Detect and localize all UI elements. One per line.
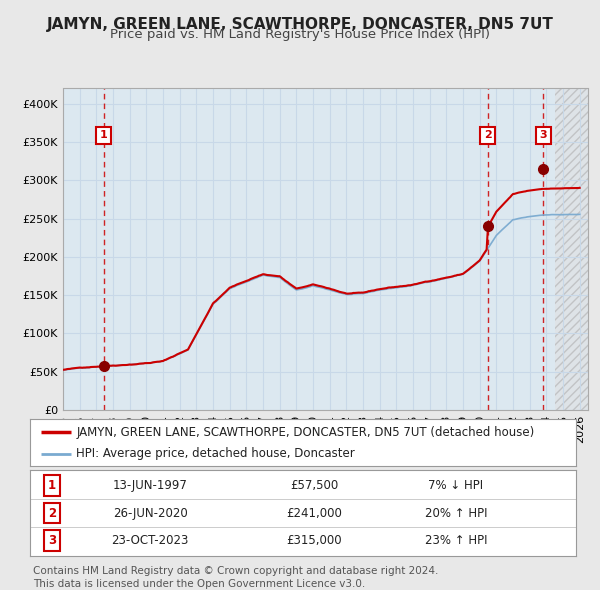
Text: Contains HM Land Registry data © Crown copyright and database right 2024.: Contains HM Land Registry data © Crown c…: [33, 566, 439, 576]
Text: HPI: Average price, detached house, Doncaster: HPI: Average price, detached house, Donc…: [76, 447, 355, 460]
Text: 23% ↑ HPI: 23% ↑ HPI: [425, 534, 487, 547]
Text: 13-JUN-1997: 13-JUN-1997: [113, 479, 188, 492]
Text: 1: 1: [100, 130, 108, 140]
Text: Price paid vs. HM Land Registry's House Price Index (HPI): Price paid vs. HM Land Registry's House …: [110, 28, 490, 41]
Text: 20% ↑ HPI: 20% ↑ HPI: [425, 506, 487, 520]
Text: £241,000: £241,000: [286, 506, 342, 520]
Text: 2: 2: [484, 130, 491, 140]
Text: £315,000: £315,000: [286, 534, 342, 547]
Text: This data is licensed under the Open Government Licence v3.0.: This data is licensed under the Open Gov…: [33, 579, 365, 589]
Text: JAMYN, GREEN LANE, SCAWTHORPE, DONCASTER, DN5 7UT: JAMYN, GREEN LANE, SCAWTHORPE, DONCASTER…: [47, 17, 553, 31]
Text: 26-JUN-2020: 26-JUN-2020: [113, 506, 187, 520]
Text: JAMYN, GREEN LANE, SCAWTHORPE, DONCASTER, DN5 7UT (detached house): JAMYN, GREEN LANE, SCAWTHORPE, DONCASTER…: [76, 425, 535, 438]
Text: 7% ↓ HPI: 7% ↓ HPI: [428, 479, 484, 492]
Bar: [554, 88, 588, 410]
Text: 1: 1: [48, 479, 56, 492]
Text: 3: 3: [539, 130, 547, 140]
Text: 2: 2: [48, 506, 56, 520]
Text: 23-OCT-2023: 23-OCT-2023: [112, 534, 189, 547]
Text: £57,500: £57,500: [290, 479, 338, 492]
Text: 3: 3: [48, 534, 56, 547]
